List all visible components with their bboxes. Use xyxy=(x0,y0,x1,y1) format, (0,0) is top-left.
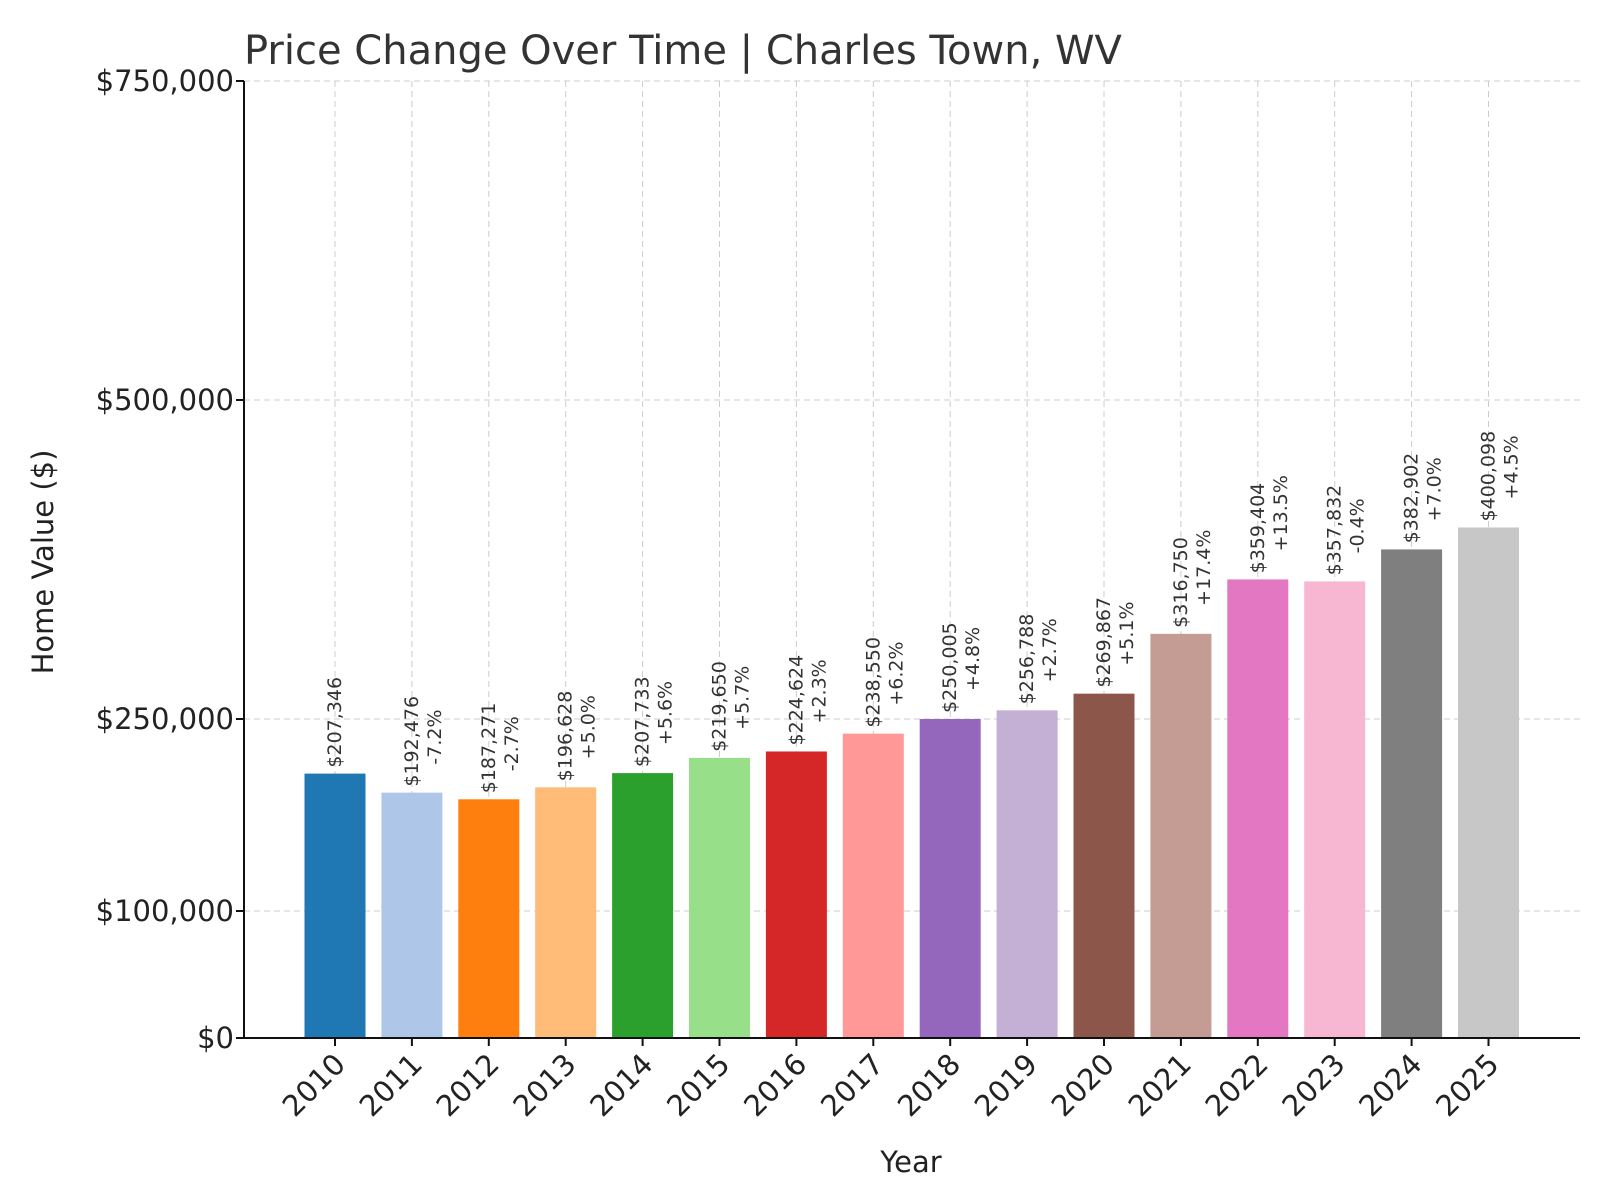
change-label-2011: -7.2% xyxy=(424,709,446,764)
x-tick-label-2024: 2024 xyxy=(1352,1047,1428,1123)
value-label-2010: $207,346 xyxy=(324,677,346,768)
x-tick-label-2021: 2021 xyxy=(1122,1047,1198,1123)
value-label-2015: $219,650 xyxy=(709,661,731,752)
value-label-2012: $187,271 xyxy=(478,703,500,794)
value-label-2018: $250,005 xyxy=(939,622,961,713)
bar-2024 xyxy=(1381,549,1443,1038)
value-label-2024: $382,902 xyxy=(1401,453,1423,544)
change-label-2014: +5.6% xyxy=(655,681,677,745)
x-tick-label-2018: 2018 xyxy=(891,1047,967,1123)
chart-title: Price Change Over Time | Charles Town, W… xyxy=(244,28,1123,74)
change-label-2025: +4.5% xyxy=(1501,435,1523,499)
value-label-2011: $192,476 xyxy=(401,696,423,787)
change-label-2015: +5.7% xyxy=(732,666,754,730)
value-label-2023: $357,832 xyxy=(1324,485,1346,576)
value-label-2019: $256,788 xyxy=(1016,614,1038,705)
bar-2025 xyxy=(1458,527,1519,1038)
change-label-2019: +2.7% xyxy=(1039,618,1061,682)
x-tick-label-2011: 2011 xyxy=(353,1047,429,1123)
x-tick-label-2014: 2014 xyxy=(583,1047,659,1123)
bar-2017 xyxy=(842,733,904,1038)
value-label-2021: $316,750 xyxy=(1170,537,1192,628)
y-tick-label: $500,000 xyxy=(96,383,234,417)
x-axis-label: Year xyxy=(879,1145,941,1179)
value-label-2025: $400,098 xyxy=(1478,431,1500,522)
x-tick-label-2016: 2016 xyxy=(737,1047,813,1123)
y-tick-label: $750,000 xyxy=(96,64,234,98)
value-label-2016: $224,624 xyxy=(785,655,807,746)
change-label-2020: +5.1% xyxy=(1116,601,1138,665)
change-label-2024: +7.0% xyxy=(1424,457,1446,521)
value-label-2020: $269,867 xyxy=(1093,597,1115,688)
value-label-2013: $196,628 xyxy=(555,691,577,782)
x-tick-label-2017: 2017 xyxy=(814,1047,890,1123)
value-label-2022: $359,404 xyxy=(1247,483,1269,574)
x-tick-label-2020: 2020 xyxy=(1045,1047,1121,1123)
y-axis-label: Home Value ($) xyxy=(26,450,60,675)
change-label-2017: +6.2% xyxy=(885,641,907,705)
change-label-2013: +5.0% xyxy=(578,695,600,759)
bar-2010 xyxy=(304,773,366,1038)
value-label-2014: $207,733 xyxy=(632,676,654,767)
change-label-2016: +2.3% xyxy=(808,659,830,723)
bar-2021 xyxy=(1150,633,1212,1038)
bar-2018 xyxy=(919,718,981,1038)
bar-2019 xyxy=(996,710,1058,1038)
y-tick-label: $100,000 xyxy=(96,894,234,928)
bar-2011 xyxy=(381,792,443,1038)
x-tick-label-2015: 2015 xyxy=(660,1047,736,1123)
change-label-2018: +4.8% xyxy=(962,627,984,691)
bar-2023 xyxy=(1304,581,1366,1038)
bar-2015 xyxy=(689,757,750,1038)
change-label-2021: +17.4% xyxy=(1193,530,1215,606)
x-tick-label-2022: 2022 xyxy=(1199,1047,1275,1123)
bar-labels: $207,346 $192,476 -7.2% $187,271 -2.7% $196,6… xyxy=(324,431,1523,793)
x-tick-label-2010: 2010 xyxy=(276,1047,352,1123)
x-tick-label-2019: 2019 xyxy=(968,1047,1044,1123)
y-tick-label: $250,000 xyxy=(96,702,234,736)
bars xyxy=(304,527,1519,1038)
bar-2022 xyxy=(1227,579,1289,1038)
x-tick-label-2025: 2025 xyxy=(1429,1047,1505,1123)
change-label-2012: -2.7% xyxy=(501,716,523,771)
x-tick-label-2013: 2013 xyxy=(506,1047,582,1123)
y-tick-label: $0 xyxy=(197,1021,234,1055)
bar-2016 xyxy=(765,751,827,1038)
value-label-2017: $238,550 xyxy=(862,637,884,728)
bar-2012 xyxy=(458,799,520,1038)
change-label-2023: -0.4% xyxy=(1347,498,1369,553)
x-tick-label-2023: 2023 xyxy=(1275,1047,1351,1123)
bar-2013 xyxy=(535,787,597,1038)
x-tick-label-2012: 2012 xyxy=(430,1047,506,1123)
bar-2014 xyxy=(612,773,674,1038)
change-label-2022: +13.5% xyxy=(1270,475,1292,551)
bar-2020 xyxy=(1073,693,1135,1038)
gridlines xyxy=(244,80,1580,1038)
